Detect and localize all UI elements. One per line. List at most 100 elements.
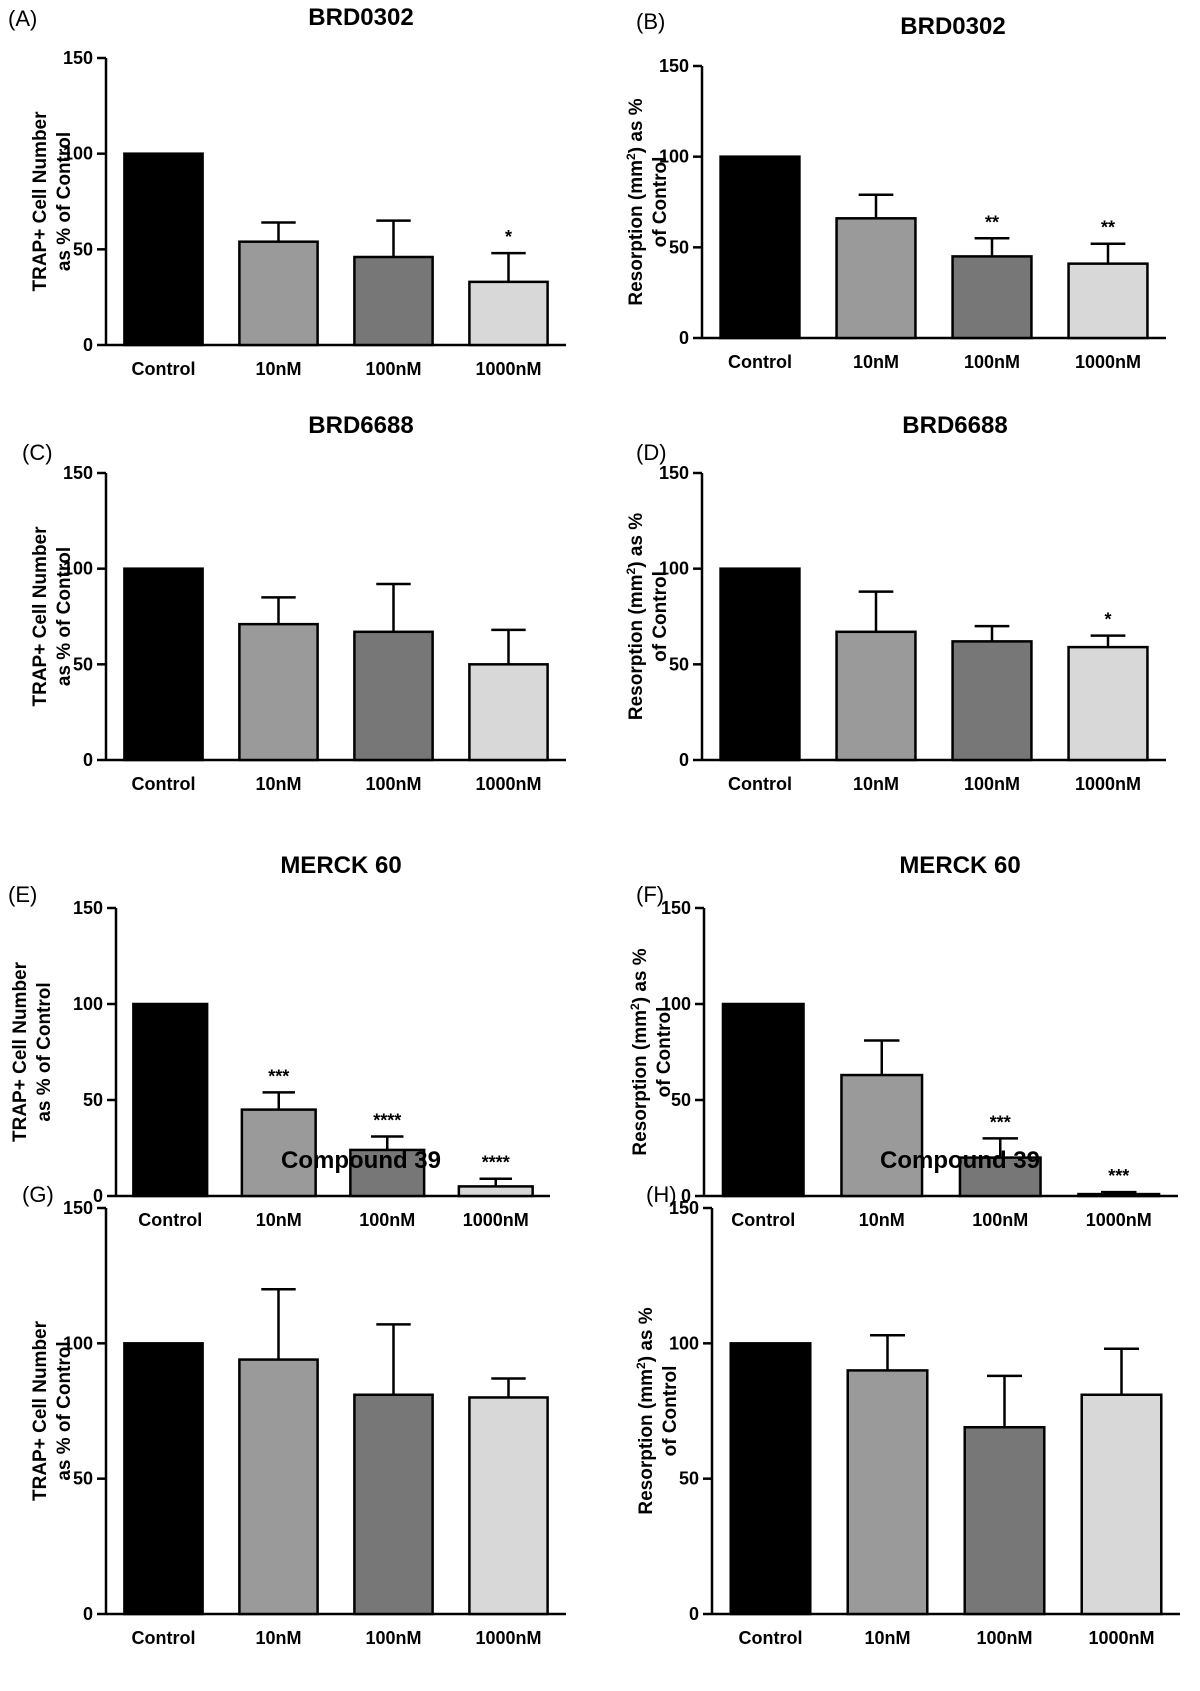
x-tick-label: 100nM [365, 1628, 421, 1648]
y-axis-label-rest: ) as % [626, 513, 647, 568]
x-tick-label: 100nM [365, 774, 421, 794]
x-tick-label: 100nM [964, 774, 1020, 794]
y-axis-label-line: as % of Control [34, 982, 55, 1121]
x-tick-label: 1000nM [1086, 1210, 1152, 1230]
y-tick-label: 50 [73, 654, 93, 674]
y-tick-label: 50 [83, 1090, 103, 1110]
significance-stars: **** [373, 1110, 401, 1130]
superscript: 2 [634, 1362, 648, 1369]
y-tick-label: 150 [659, 463, 689, 483]
bar-control [719, 567, 801, 762]
x-tick-label: 1000nM [1088, 1628, 1154, 1648]
panel-label: (G) [22, 1182, 54, 1207]
y-tick-label: 100 [63, 1333, 93, 1353]
y-axis-label-rest: ) as % [636, 1307, 657, 1362]
y-tick-label: 100 [73, 994, 103, 1014]
y-axis-label-line: TRAP+ Cell Number [10, 961, 31, 1142]
bar-10nm [240, 1108, 317, 1198]
y-axis-label-line: TRAP+ Cell Number [30, 111, 51, 292]
x-tick-label: 10nM [853, 352, 899, 372]
y-axis-label: TRAP+ Cell Number as % of Control [30, 1320, 75, 1501]
y-tick-label: 50 [669, 237, 689, 257]
x-tick-label: 1000nM [475, 1628, 541, 1648]
y-tick-label: 50 [73, 1469, 93, 1489]
bar-1000nm [1067, 262, 1149, 340]
x-tick-label: 10nM [255, 774, 301, 794]
y-axis-label: TRAP+ Cell Number as % of Control [10, 961, 55, 1142]
y-axis-label: TRAP+ Cell Number as % of Control [30, 526, 75, 707]
bar-control [123, 1342, 204, 1616]
chart-title: Compound 39 [281, 1147, 441, 1174]
chart-title: BRD6688 [308, 412, 413, 439]
superscript: 2 [628, 1003, 642, 1010]
y-tick-label: 50 [671, 1090, 691, 1110]
panel-label: (A) [8, 6, 37, 31]
panel-g: (G) Compound 39 0 50 100 150 TRAP+ Cell Number… [22, 1147, 566, 1648]
significance-stars: * [1104, 610, 1111, 630]
y-tick-label: 100 [661, 994, 691, 1014]
y-axis-label-line: of Control [654, 1007, 675, 1098]
significance-stars: ** [985, 212, 999, 232]
panel-label: (B) [636, 9, 665, 34]
bar-control [719, 155, 801, 340]
x-tick-label: 10nM [853, 774, 899, 794]
y-tick-label: 150 [63, 48, 93, 68]
superscript: 2 [624, 567, 638, 574]
x-tick-label: 10nM [859, 1210, 905, 1230]
panel-label: (D) [636, 440, 667, 465]
x-tick-label: 10nM [255, 1628, 301, 1648]
bar-10nm [238, 240, 319, 347]
y-axis-label: Resorption (mm2) as %of Control [624, 98, 671, 305]
bar-control [729, 1342, 812, 1616]
y-tick-label: 50 [669, 654, 689, 674]
chart-title: BRD6688 [902, 412, 1007, 439]
bar-100nm [958, 1156, 1042, 1198]
y-tick-label: 0 [679, 750, 689, 770]
x-tick-label: Control [132, 359, 196, 379]
y-axis-label-line: TRAP+ Cell Number [30, 526, 51, 707]
y-axis-label-line: Resorption (mm2) as % [628, 948, 651, 1155]
x-tick-label: Control [739, 1628, 803, 1648]
y-tick-label: 100 [63, 559, 93, 579]
y-axis-label-line: TRAP+ Cell Number [30, 1320, 51, 1501]
panel-label: (E) [8, 882, 37, 907]
y-tick-label: 100 [669, 1333, 699, 1353]
x-tick-label: 100nM [976, 1628, 1032, 1648]
y-axis-label-line: of Control [650, 571, 671, 662]
bar-100nm [353, 1393, 434, 1616]
y-axis-label: Resorption (mm2) as %of Control [634, 1307, 681, 1514]
y-axis-label: Resorption (mm2) as %of Control [624, 513, 671, 720]
y-tick-label: 150 [63, 1198, 93, 1218]
y-tick-label: 0 [689, 1604, 699, 1624]
bar-1000nm [1067, 645, 1149, 762]
x-tick-label: 1000nM [1075, 352, 1141, 372]
bar-1000nm [1080, 1393, 1163, 1616]
panel-label: (C) [22, 440, 53, 465]
y-axis-label: TRAP+ Cell Number as % of Control [30, 111, 75, 292]
y-tick-label: 0 [93, 1186, 103, 1206]
bar-10nm [238, 622, 319, 762]
panel-c: (C) BRD6688 0 50 100 150 TRAP+ Cell Number as %… [22, 412, 566, 794]
y-tick-label: 0 [679, 328, 689, 348]
y-axis-label-rest: ) as % [626, 98, 647, 153]
bar-100nm [963, 1425, 1046, 1616]
bar-1000nm [468, 663, 549, 762]
chart-title: BRD0302 [308, 4, 413, 31]
x-tick-label: 1000nM [463, 1210, 529, 1230]
x-tick-label: Control [132, 774, 196, 794]
bar-control [721, 1002, 805, 1198]
y-axis-label-line: as % of Control [54, 1341, 75, 1480]
bar-100nm [951, 255, 1033, 340]
bar-1000nm [1077, 1192, 1161, 1198]
x-tick-label: 100nM [365, 359, 421, 379]
panel-b: (B) BRD0302 0 50 100 150 Resorption (mm2) as %… [624, 9, 1166, 372]
bar-100nm [353, 630, 434, 762]
x-tick-label: 10nM [255, 359, 301, 379]
x-tick-label: 10nM [864, 1628, 910, 1648]
panel-a: (A) BRD0302 0 50 100 150 TRAP+ Cell Number as %… [8, 4, 566, 379]
x-tick-label: 100nM [359, 1210, 415, 1230]
y-tick-label: 50 [73, 239, 93, 259]
y-tick-label: 150 [73, 898, 103, 918]
y-tick-label: 150 [669, 1198, 699, 1218]
y-tick-label: 100 [659, 147, 689, 167]
